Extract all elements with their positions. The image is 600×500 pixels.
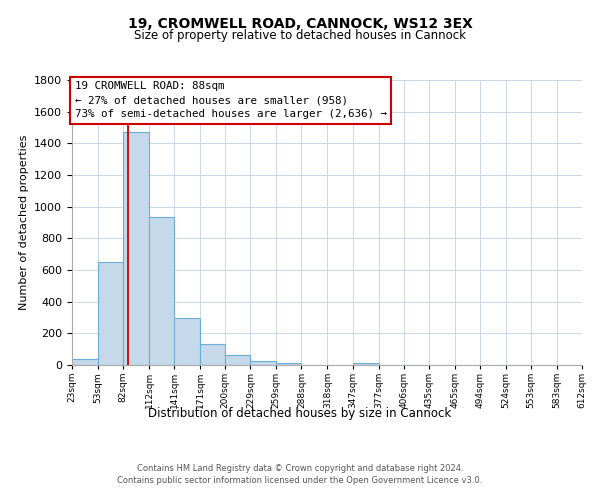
Bar [250, 361, 277, 365]
Text: Size of property relative to detached houses in Cannock: Size of property relative to detached ho… [134, 29, 466, 42]
Bar [225, 354, 250, 365]
Text: Contains HM Land Registry data © Crown copyright and database right 2024.: Contains HM Land Registry data © Crown c… [137, 464, 463, 473]
Bar [174, 318, 200, 365]
Bar [200, 344, 225, 365]
Bar [149, 217, 174, 365]
Bar [98, 262, 123, 365]
Text: Distribution of detached houses by size in Cannock: Distribution of detached houses by size … [148, 408, 452, 420]
Y-axis label: Number of detached properties: Number of detached properties [19, 135, 29, 310]
Bar [123, 132, 149, 365]
Text: 19, CROMWELL ROAD, CANNOCK, WS12 3EX: 19, CROMWELL ROAD, CANNOCK, WS12 3EX [128, 18, 472, 32]
Bar [72, 358, 98, 365]
Bar [277, 364, 301, 365]
Text: 19 CROMWELL ROAD: 88sqm
← 27% of detached houses are smaller (958)
73% of semi-d: 19 CROMWELL ROAD: 88sqm ← 27% of detache… [74, 82, 386, 120]
Bar [353, 362, 379, 365]
Text: Contains public sector information licensed under the Open Government Licence v3: Contains public sector information licen… [118, 476, 482, 485]
